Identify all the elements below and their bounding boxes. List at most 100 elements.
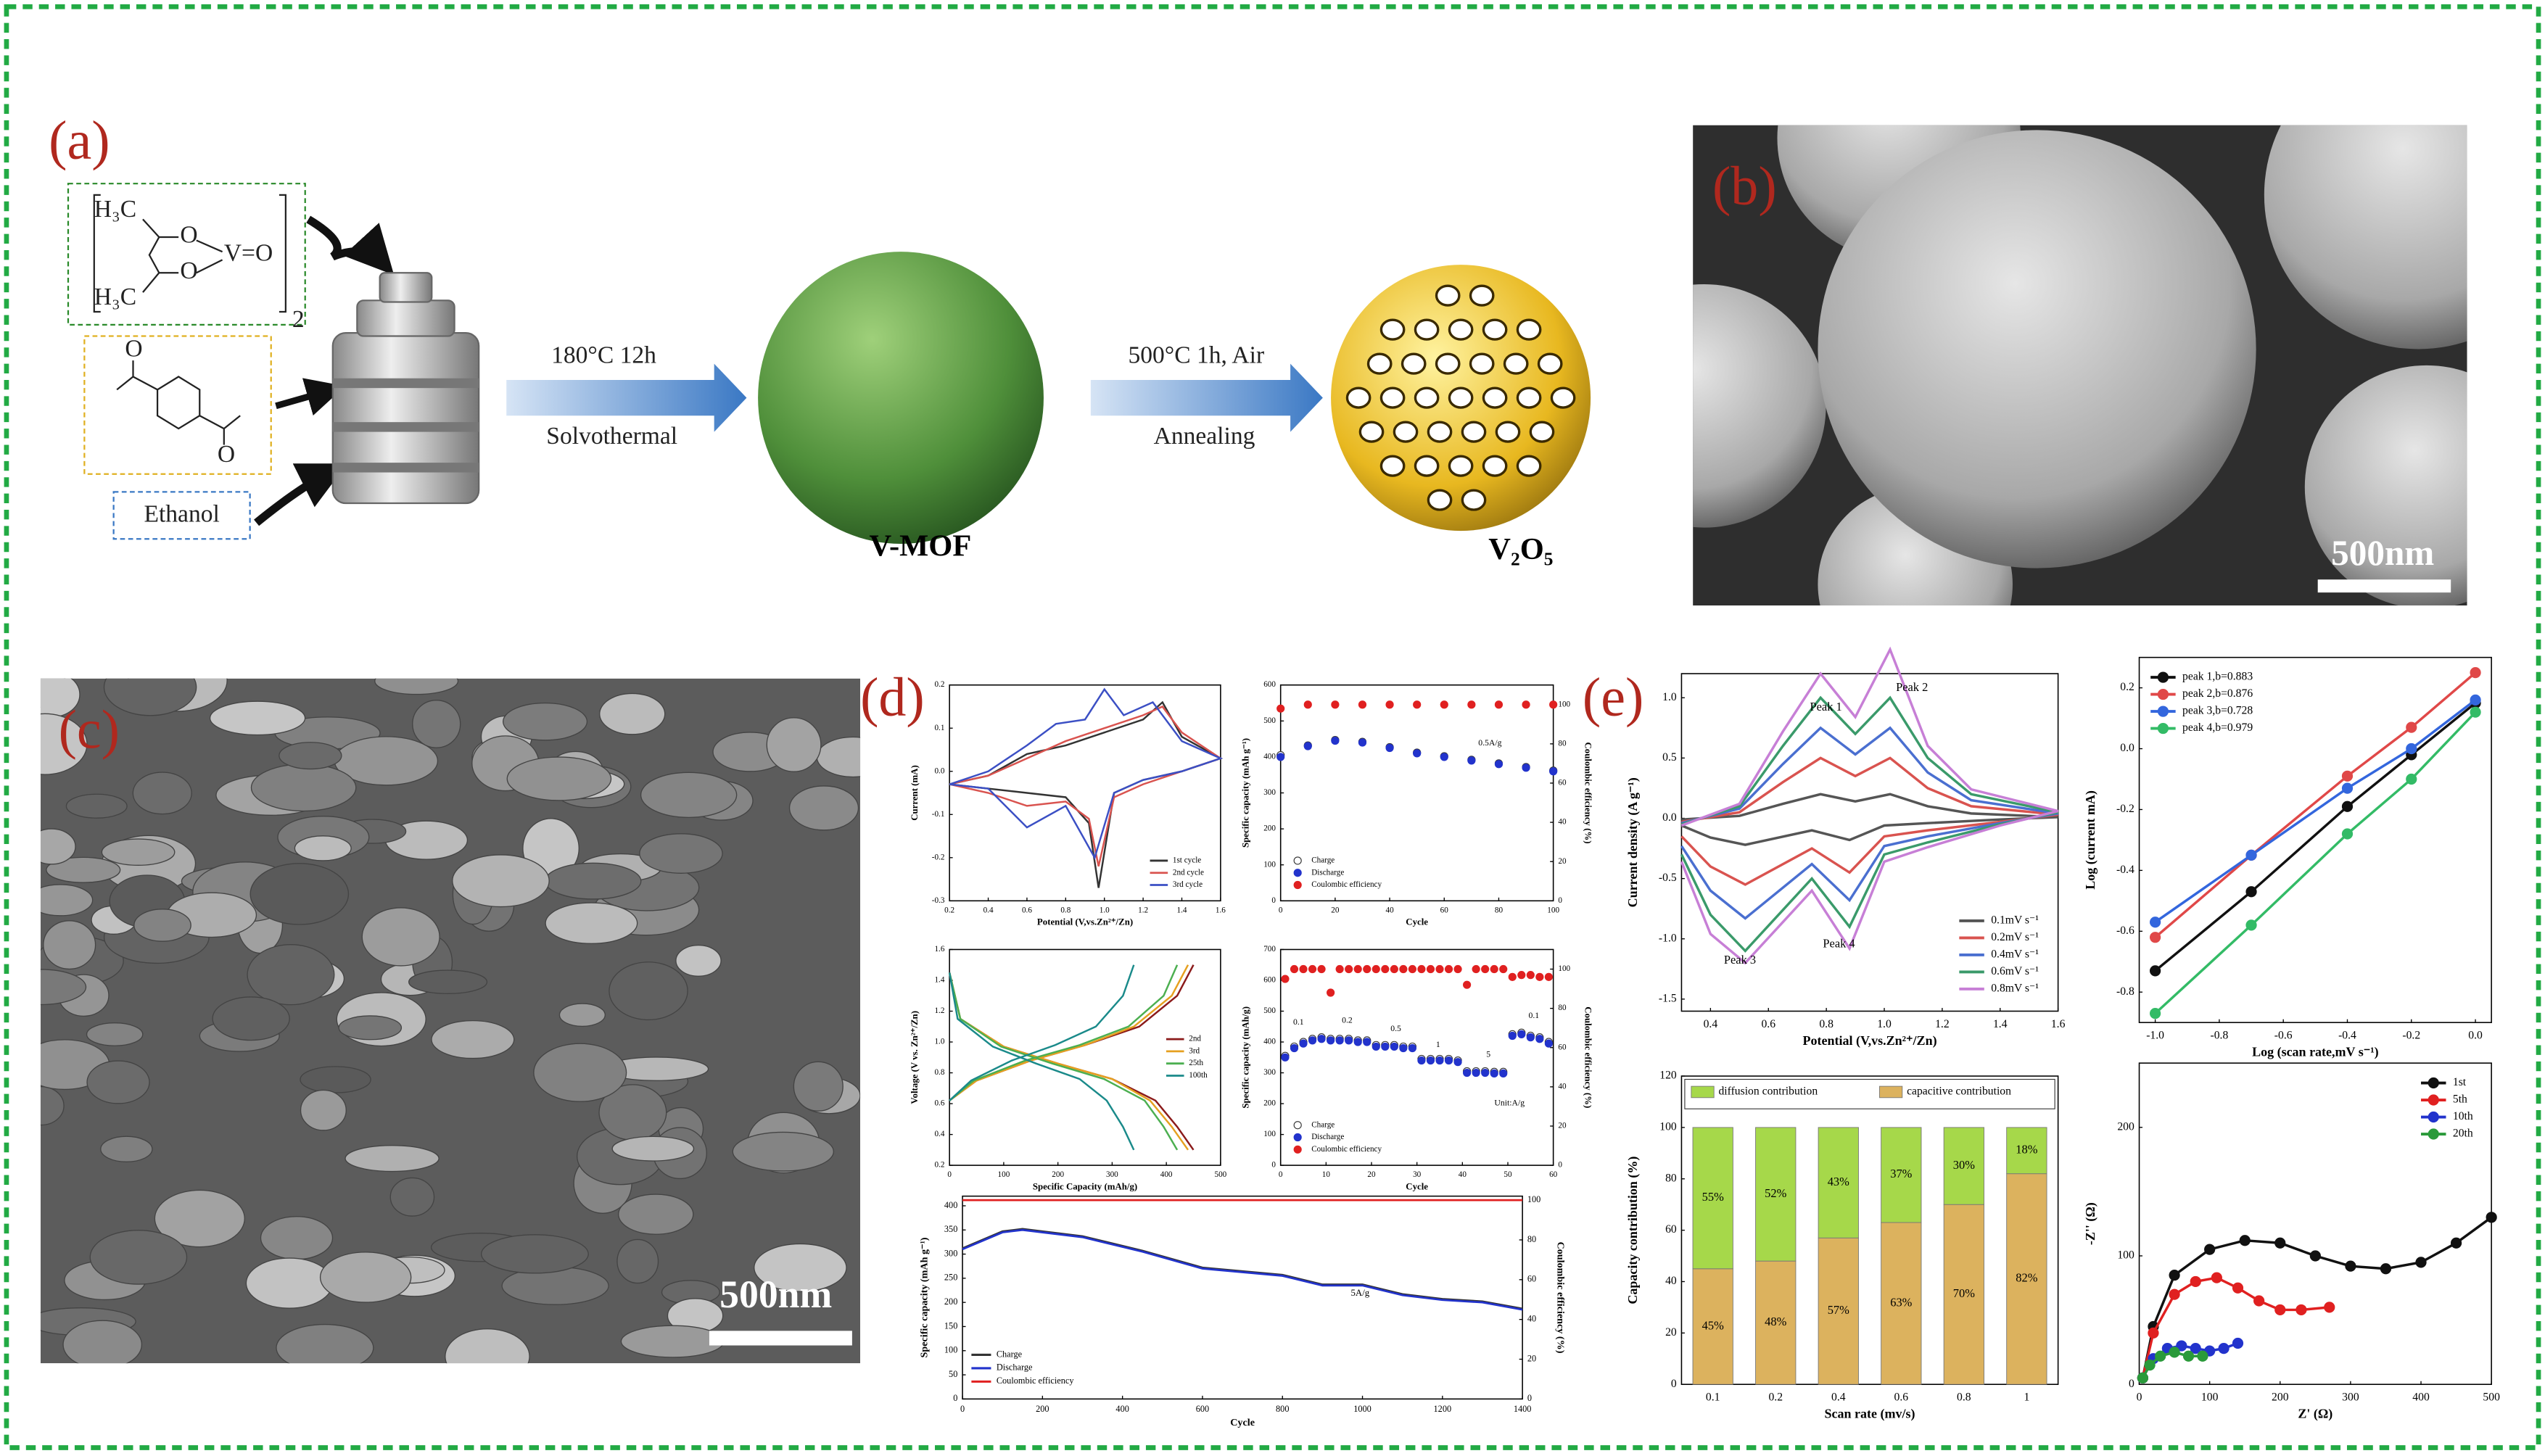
mof-sphere xyxy=(758,252,1044,545)
y-tick-label: 60 xyxy=(1665,1223,1677,1236)
x-tick-label: 1.0 xyxy=(1877,1018,1892,1030)
value-label: 70% xyxy=(1953,1286,1975,1300)
x-tick-label: 600 xyxy=(1196,1404,1209,1414)
x-tick-label: 0.6 xyxy=(1761,1018,1775,1030)
pore xyxy=(1550,386,1576,409)
pore xyxy=(1482,318,1508,341)
flake xyxy=(65,793,128,819)
pore xyxy=(1379,455,1406,477)
y2-axis-label: Coulombic efficiency (%) xyxy=(1583,1006,1593,1108)
flake xyxy=(480,1234,589,1274)
legend-label: 2nd xyxy=(1189,1035,1201,1043)
data-point xyxy=(1508,972,1517,981)
flake xyxy=(209,700,306,736)
legend-label: 25th xyxy=(1189,1059,1203,1067)
pore xyxy=(1469,352,1495,375)
process-arrow xyxy=(506,363,747,432)
data-point xyxy=(1463,1068,1472,1077)
data-point xyxy=(1390,1042,1398,1051)
x-tick-label: -0.4 xyxy=(2338,1030,2356,1042)
y-tick-label: 100 xyxy=(1263,860,1276,869)
plot-frame xyxy=(1680,673,2059,1012)
data-point xyxy=(1299,1039,1308,1048)
step-method: Annealing xyxy=(1154,423,1255,450)
y-axis-label: -Z'' (Ω) xyxy=(2083,1202,2098,1245)
flake xyxy=(412,700,461,748)
legend-label: peak 4,b=0.979 xyxy=(2182,721,2253,734)
legend-marker xyxy=(2428,1111,2439,1123)
x-tick-label: -0.8 xyxy=(2210,1030,2228,1042)
data-point xyxy=(1327,1036,1335,1045)
flake xyxy=(675,944,722,977)
flake xyxy=(502,702,588,741)
y-tick-label: 0.4 xyxy=(934,1130,944,1138)
series-line xyxy=(962,1228,1523,1311)
data-point xyxy=(1390,964,1398,974)
bar-segment xyxy=(2006,1127,2047,1175)
data-point xyxy=(2470,706,2481,718)
flake xyxy=(249,863,350,925)
y-tick-label: 350 xyxy=(944,1224,957,1234)
data-point xyxy=(1544,1039,1553,1048)
x-tick-label: 0.4 xyxy=(983,906,994,914)
data-point xyxy=(2232,1282,2244,1294)
data-point xyxy=(1463,980,1472,989)
value-label: 52% xyxy=(1765,1186,1786,1200)
annotation: Peak 2 xyxy=(1896,680,1928,694)
data-point xyxy=(1317,964,1326,974)
data-point xyxy=(2190,1275,2201,1288)
data-point xyxy=(2218,1342,2230,1354)
value-label: 48% xyxy=(1765,1315,1786,1328)
y2-tick-label: 40 xyxy=(1558,818,1567,827)
flake xyxy=(639,833,723,874)
data-point xyxy=(1426,964,1435,974)
pore xyxy=(1495,421,1521,443)
y-tick-label: 250 xyxy=(944,1273,957,1283)
data-point xyxy=(2486,1212,2497,1223)
y2-axis-label: Coulombic efficiency (%) xyxy=(1555,1242,1567,1354)
flake xyxy=(260,1216,334,1260)
plot-frame xyxy=(2138,1062,2492,1386)
flow-arrow xyxy=(254,463,347,526)
flake xyxy=(506,756,612,801)
x-tick-label: 100 xyxy=(2201,1391,2219,1404)
data-point xyxy=(1345,964,1353,974)
data-point xyxy=(1413,700,1422,709)
flake xyxy=(43,920,96,970)
legend-label: Coulombic efficiency xyxy=(1311,1145,1382,1154)
x-tick-label: 400 xyxy=(1115,1404,1129,1414)
legend-label: 1st cycle xyxy=(1173,856,1201,865)
y2-tick-label: 60 xyxy=(1558,779,1567,787)
y-tick-label: 300 xyxy=(1263,1068,1276,1077)
legend-label: Discharge xyxy=(997,1362,1033,1373)
x-axis-label: Specific Capacity (mAh/g) xyxy=(1033,1181,1137,1191)
data-point xyxy=(2197,1350,2208,1362)
flake xyxy=(640,772,738,819)
data-point xyxy=(1453,1058,1462,1067)
y2-tick-label: 0 xyxy=(1558,1161,1562,1170)
legend-label: Discharge xyxy=(1311,868,1344,877)
plot-frame xyxy=(1279,684,1554,902)
y2-tick-label: 0 xyxy=(1558,896,1562,905)
x-tick-label: -0.2 xyxy=(2402,1030,2420,1042)
data-point xyxy=(1526,971,1535,980)
scale-bar-label: 500nm xyxy=(2331,533,2434,573)
y-tick-label: 120 xyxy=(1659,1070,1677,1082)
data-point xyxy=(1481,1068,1490,1077)
pore xyxy=(1516,455,1542,477)
data-point xyxy=(1299,964,1308,974)
legend-label: 10th xyxy=(2453,1110,2473,1122)
pore xyxy=(1414,455,1440,477)
flake xyxy=(212,996,290,1041)
data-point xyxy=(1372,964,1380,974)
x-tick-label: 40 xyxy=(1459,1170,1467,1179)
scale-bar xyxy=(709,1331,852,1346)
series-line xyxy=(2141,1216,2493,1378)
x-tick-label: 1000 xyxy=(1353,1404,1372,1414)
pore xyxy=(1379,386,1406,409)
x-tick-label: -0.6 xyxy=(2274,1030,2293,1042)
flake xyxy=(133,909,191,942)
pore xyxy=(1469,284,1495,307)
legend-label: 0.6mV s⁻¹ xyxy=(1991,965,2039,977)
y2-tick-label: 40 xyxy=(1527,1313,1536,1323)
